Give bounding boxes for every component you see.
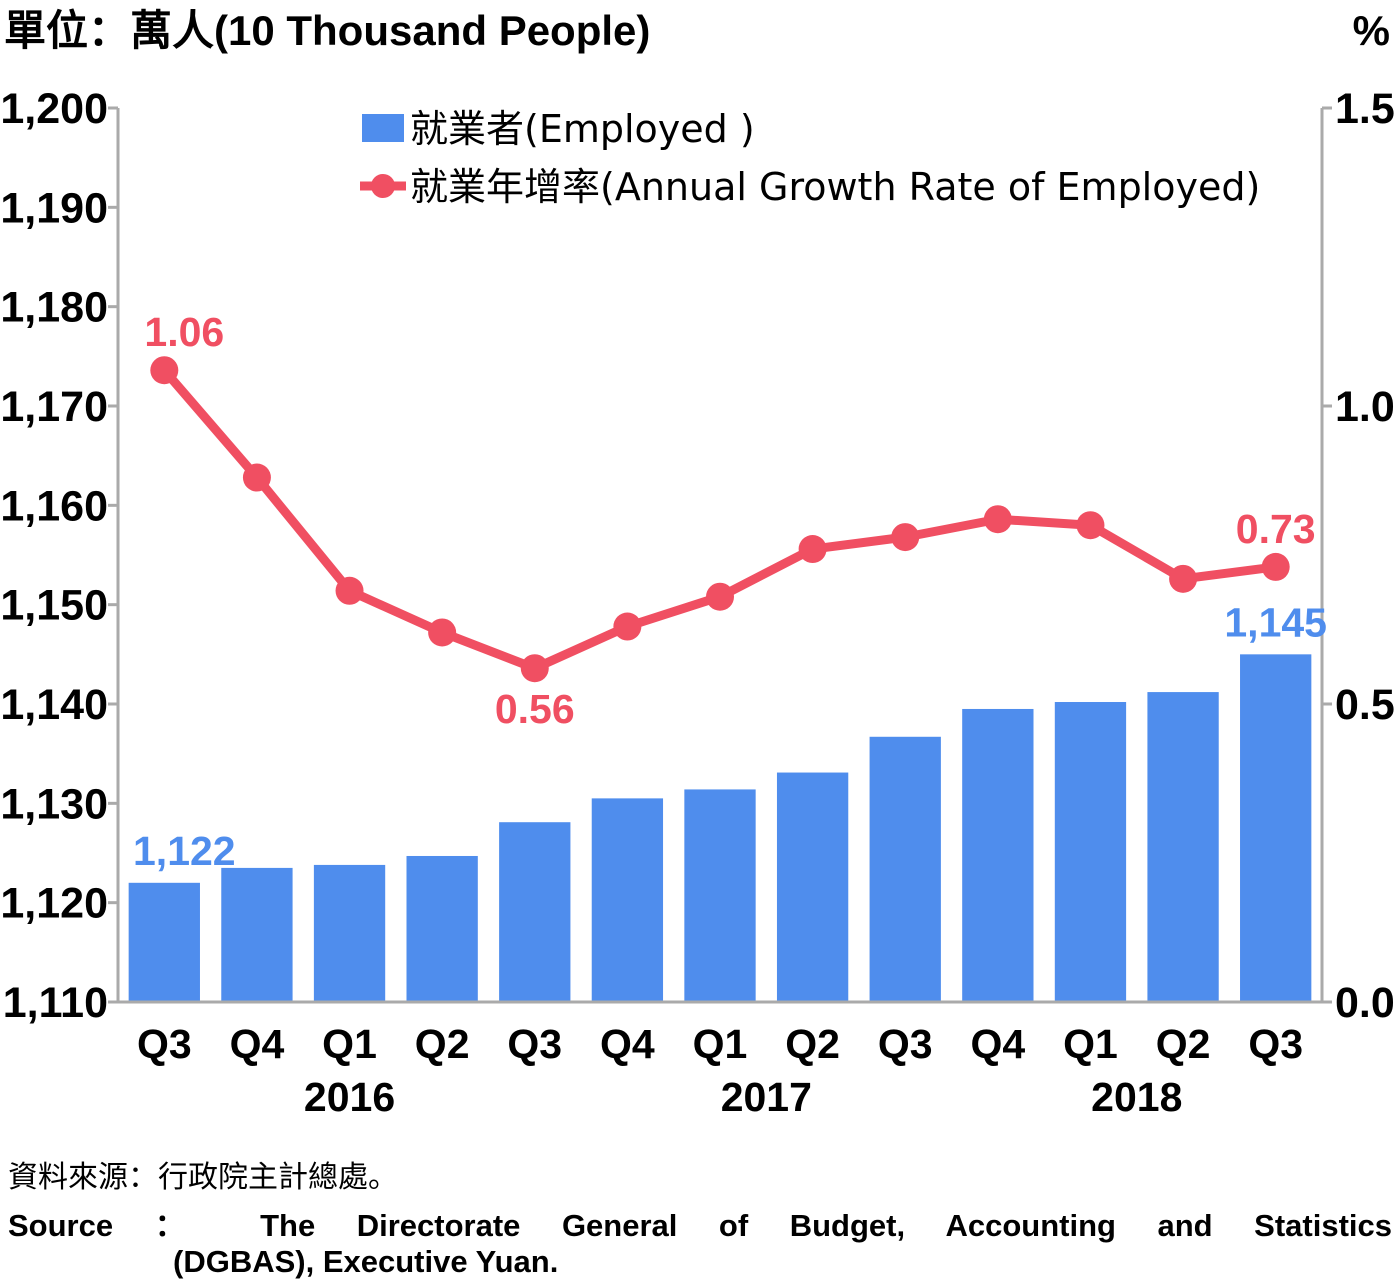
growth-rate-point bbox=[242, 463, 271, 492]
growth-rate-point bbox=[983, 505, 1012, 534]
x-category-label: Q1 bbox=[693, 1021, 748, 1067]
right-unit-label: % bbox=[1353, 7, 1390, 54]
employed-bar bbox=[1240, 654, 1312, 1002]
bar-series bbox=[128, 654, 1312, 1002]
year-label: 2017 bbox=[721, 1074, 812, 1120]
employed-bar bbox=[869, 736, 941, 1002]
right-tick-label: 1.0 bbox=[1335, 383, 1395, 431]
growth-rate-point bbox=[1261, 552, 1290, 581]
right-tick-label: 0.5 bbox=[1335, 681, 1395, 729]
legend-bar-label: 就業者(Employed ) bbox=[410, 107, 755, 151]
growth-rate-point bbox=[335, 576, 364, 605]
left-tick-label: 1,200 bbox=[0, 85, 108, 133]
x-category-label: Q1 bbox=[1063, 1021, 1118, 1067]
source-note-en-line2: (DGBAS), Executive Yuan. bbox=[173, 1244, 559, 1279]
employed-bar bbox=[406, 855, 478, 1002]
employed-bar bbox=[128, 882, 200, 1002]
x-category-label: Q4 bbox=[230, 1021, 285, 1067]
employed-bar bbox=[499, 822, 571, 1002]
x-category-label: Q4 bbox=[970, 1021, 1025, 1067]
rate-value-label: 0.73 bbox=[1236, 506, 1316, 552]
growth-rate-point bbox=[1076, 511, 1105, 540]
bar-value-label: 1,122 bbox=[133, 828, 236, 874]
employed-bar bbox=[684, 789, 756, 1002]
legend: 就業者(Employed ) 就業年增率(Annual Growth Rate … bbox=[360, 107, 1260, 209]
employed-bar bbox=[221, 867, 293, 1002]
employed-bar bbox=[591, 798, 664, 1002]
year-label: 2016 bbox=[304, 1074, 395, 1120]
left-tick-label: 1,180 bbox=[0, 284, 108, 332]
employed-bar bbox=[1054, 702, 1127, 1002]
x-axis-labels: Q3 Q4 Q1 Q2 Q3 Q4 Q1 Q2 Q3 Q4 Q1 Q2 Q3 2016 2017 2018 bbox=[137, 1021, 1303, 1120]
source-note-zh: 資料來源：行政院主計總處。 bbox=[8, 1160, 398, 1195]
employed-bar bbox=[1147, 692, 1219, 1002]
x-category-label: Q1 bbox=[322, 1021, 377, 1067]
growth-rate-point bbox=[428, 618, 457, 647]
x-category-label: Q3 bbox=[137, 1021, 192, 1067]
growth-rate-point bbox=[1169, 564, 1198, 593]
data-labels: 1,122 1,145 1.06 0.56 0.73 bbox=[133, 309, 1327, 874]
x-category-label: Q3 bbox=[878, 1021, 933, 1067]
left-tick-label: 1,120 bbox=[0, 880, 108, 928]
rate-value-label: 0.56 bbox=[495, 686, 575, 732]
employed-bar bbox=[776, 772, 849, 1002]
left-axis-ticks: 1,110 1,120 1,130 1,140 1,150 1,160 1,170 1,180… bbox=[0, 85, 118, 1027]
growth-rate-point bbox=[520, 654, 549, 683]
year-label: 2018 bbox=[1091, 1074, 1182, 1120]
rate-value-label: 1.06 bbox=[144, 309, 224, 355]
legend-line-label: 就業年增率(Annual Growth Rate of Employed) bbox=[410, 165, 1260, 209]
x-category-label: Q2 bbox=[415, 1021, 470, 1067]
x-category-label: Q2 bbox=[1156, 1021, 1211, 1067]
left-unit-label: 單位：萬人(10 Thousand People) bbox=[4, 7, 650, 54]
left-tick-label: 1,150 bbox=[0, 582, 108, 630]
bar-value-label: 1,145 bbox=[1224, 599, 1327, 645]
growth-rate-point bbox=[706, 582, 734, 611]
employed-bar bbox=[313, 864, 386, 1002]
x-category-label: Q3 bbox=[1248, 1021, 1303, 1067]
growth-rate-point bbox=[891, 523, 920, 552]
growth-rate-point bbox=[150, 356, 179, 385]
left-tick-label: 1,190 bbox=[0, 184, 108, 232]
left-tick-label: 1,110 bbox=[3, 979, 108, 1027]
line-series bbox=[150, 356, 1290, 683]
growth-rate-point bbox=[798, 535, 827, 564]
left-tick-label: 1,160 bbox=[0, 482, 108, 530]
x-category-label: Q4 bbox=[600, 1021, 655, 1067]
right-tick-label: 1.5 bbox=[1335, 85, 1395, 133]
right-axis-ticks: 0.0 0.5 1.0 1.5 bbox=[1322, 85, 1395, 1027]
combo-chart: 單位：萬人(10 Thousand People) % 1,1101,1201,… bbox=[0, 7, 1395, 1120]
left-tick-label: 1,140 bbox=[0, 681, 108, 729]
growth-rate-point bbox=[613, 612, 642, 641]
right-tick-label: 0.0 bbox=[1335, 979, 1395, 1027]
x-category-label: Q2 bbox=[785, 1021, 840, 1067]
growth-rate-line bbox=[160, 367, 1277, 673]
source-note-en-line1: Source ： The Directorate General of Budg… bbox=[8, 1208, 1392, 1243]
axes bbox=[116, 108, 1324, 1004]
left-tick-label: 1,170 bbox=[0, 383, 108, 431]
legend-line-marker bbox=[371, 174, 395, 198]
x-category-label: Q3 bbox=[507, 1021, 562, 1067]
legend-bar-swatch bbox=[362, 114, 404, 142]
left-tick-label: 1,130 bbox=[0, 780, 108, 828]
employed-bar bbox=[962, 708, 1034, 1002]
